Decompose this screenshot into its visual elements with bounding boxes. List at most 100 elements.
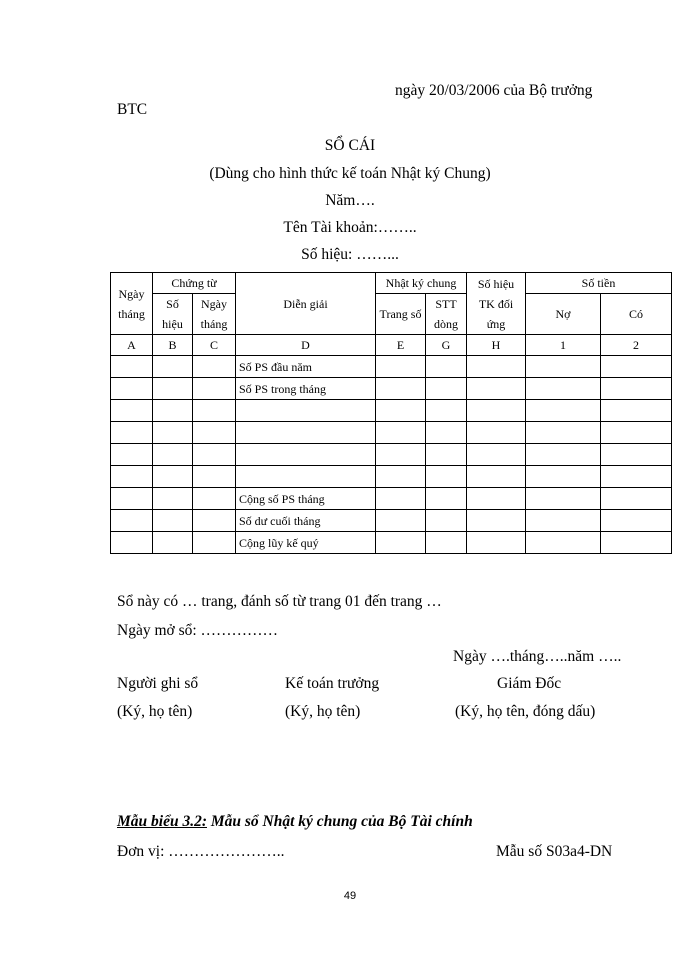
signer-chief-accountant: Kế toán trưởng <box>285 675 380 692</box>
column-code: A <box>110 334 153 356</box>
table-row: Số dư cuối tháng <box>110 509 672 532</box>
col-chung-tu: Chứng từ <box>152 272 236 294</box>
table-cell <box>466 399 526 422</box>
table-cell <box>600 421 672 444</box>
table-cell <box>235 465 376 488</box>
table-cell <box>466 443 526 466</box>
table-cell: Cộng số PS tháng <box>235 487 376 510</box>
table-cell <box>600 377 672 400</box>
table-cell <box>152 443 193 466</box>
table-row: Cộng lũy kế quý <box>110 531 672 554</box>
form-title: Mẫu sổ Nhật ký chung của Bộ Tài chính <box>207 813 473 830</box>
table-cell <box>425 509 467 532</box>
subtitle: (Dùng cho hình thức kế toán Nhật ký Chun… <box>209 165 491 182</box>
table-row: Số PS trong tháng <box>110 377 672 400</box>
sign-date: Ngày ….tháng…..năm ….. <box>453 648 622 665</box>
column-code: H <box>466 334 526 356</box>
account-name: Tên Tài khoản:…….. <box>283 219 417 236</box>
table-cell <box>192 465 236 488</box>
col-no: Nợ <box>525 293 601 335</box>
table-cell <box>375 421 426 444</box>
table-cell <box>192 509 236 532</box>
table-cell <box>425 531 467 554</box>
table-cell <box>425 355 467 378</box>
table-cell <box>152 509 193 532</box>
table-cell <box>600 399 672 422</box>
table-cell <box>110 465 153 488</box>
table-cell <box>525 443 601 466</box>
table-cell <box>466 465 526 488</box>
col-so-hieu: Số hiệu <box>152 293 193 335</box>
col-ngay-thang: Ngày tháng <box>110 272 153 335</box>
table-cell <box>192 443 236 466</box>
next-form-heading: Mẫu biểu 3.2: Mẫu sổ Nhật ký chung của B… <box>117 813 473 831</box>
table-cell <box>110 531 153 554</box>
table-cell <box>425 487 467 510</box>
table-cell <box>110 443 153 466</box>
table-cell <box>466 531 526 554</box>
table-cell <box>525 487 601 510</box>
table-cell <box>375 443 426 466</box>
table-cell <box>525 465 601 488</box>
table-cell <box>466 509 526 532</box>
table-cell <box>525 531 601 554</box>
table-cell <box>192 355 236 378</box>
table-cell <box>600 355 672 378</box>
table-cell <box>192 399 236 422</box>
table-row: Số PS đầu năm <box>110 355 672 378</box>
sign-note: (Ký, họ tên, đóng dấu) <box>455 703 596 720</box>
table-cell <box>235 443 376 466</box>
table-cell <box>110 355 153 378</box>
col-ngay: Ngày tháng <box>192 293 236 335</box>
sign-note: (Ký, họ tên) <box>117 703 193 720</box>
table-cell <box>152 421 193 444</box>
table-cell <box>375 355 426 378</box>
column-code: D <box>235 334 376 356</box>
table-cell <box>600 509 672 532</box>
open-date: Ngày mở sổ: …………… <box>117 622 279 639</box>
page-count-note: Sổ này có … trang, đánh số từ trang 01 đ… <box>117 593 442 610</box>
table-cell <box>525 377 601 400</box>
col-stt: STT dòng <box>425 293 467 335</box>
table-row <box>110 465 672 488</box>
table-cell <box>375 399 426 422</box>
signer-recorder: Người ghi sổ <box>117 675 199 692</box>
table-cell <box>235 421 376 444</box>
table-cell <box>152 377 193 400</box>
table-cell <box>110 509 153 532</box>
table-cell <box>525 509 601 532</box>
column-code: 2 <box>600 334 672 356</box>
table-cell <box>425 443 467 466</box>
table-row <box>110 399 672 422</box>
table-cell <box>110 487 153 510</box>
table-cell <box>600 443 672 466</box>
table-cell <box>525 355 601 378</box>
table-cell <box>152 531 193 554</box>
table-cell <box>110 399 153 422</box>
table-cell: Số dư cuối tháng <box>235 509 376 532</box>
col-co: Có <box>600 293 672 335</box>
account-code: Số hiệu: ……... <box>301 246 399 263</box>
table-cell <box>375 509 426 532</box>
table-cell: Cộng lũy kế quý <box>235 531 376 554</box>
table-cell <box>110 421 153 444</box>
table-cell <box>152 399 193 422</box>
table-cell <box>375 377 426 400</box>
table-cell <box>425 399 467 422</box>
col-dien-giai: Diễn giải <box>235 272 376 335</box>
table-cell: Số PS đầu năm <box>235 355 376 378</box>
table-cell <box>600 487 672 510</box>
table-cell <box>425 421 467 444</box>
header-line: ngày 20/03/2006 của Bộ trưởng <box>395 82 593 99</box>
table-cell <box>192 531 236 554</box>
table-row <box>110 421 672 444</box>
table-cell <box>152 487 193 510</box>
header-line: BTC <box>117 101 148 118</box>
table-cell <box>425 465 467 488</box>
col-so-tien: Số tiền <box>525 272 672 294</box>
table-cell <box>525 399 601 422</box>
form-code: Mẫu số S03a4-DN <box>496 843 613 860</box>
col-tk-doi-ung: Số hiệu TK đối ứng <box>466 272 526 335</box>
